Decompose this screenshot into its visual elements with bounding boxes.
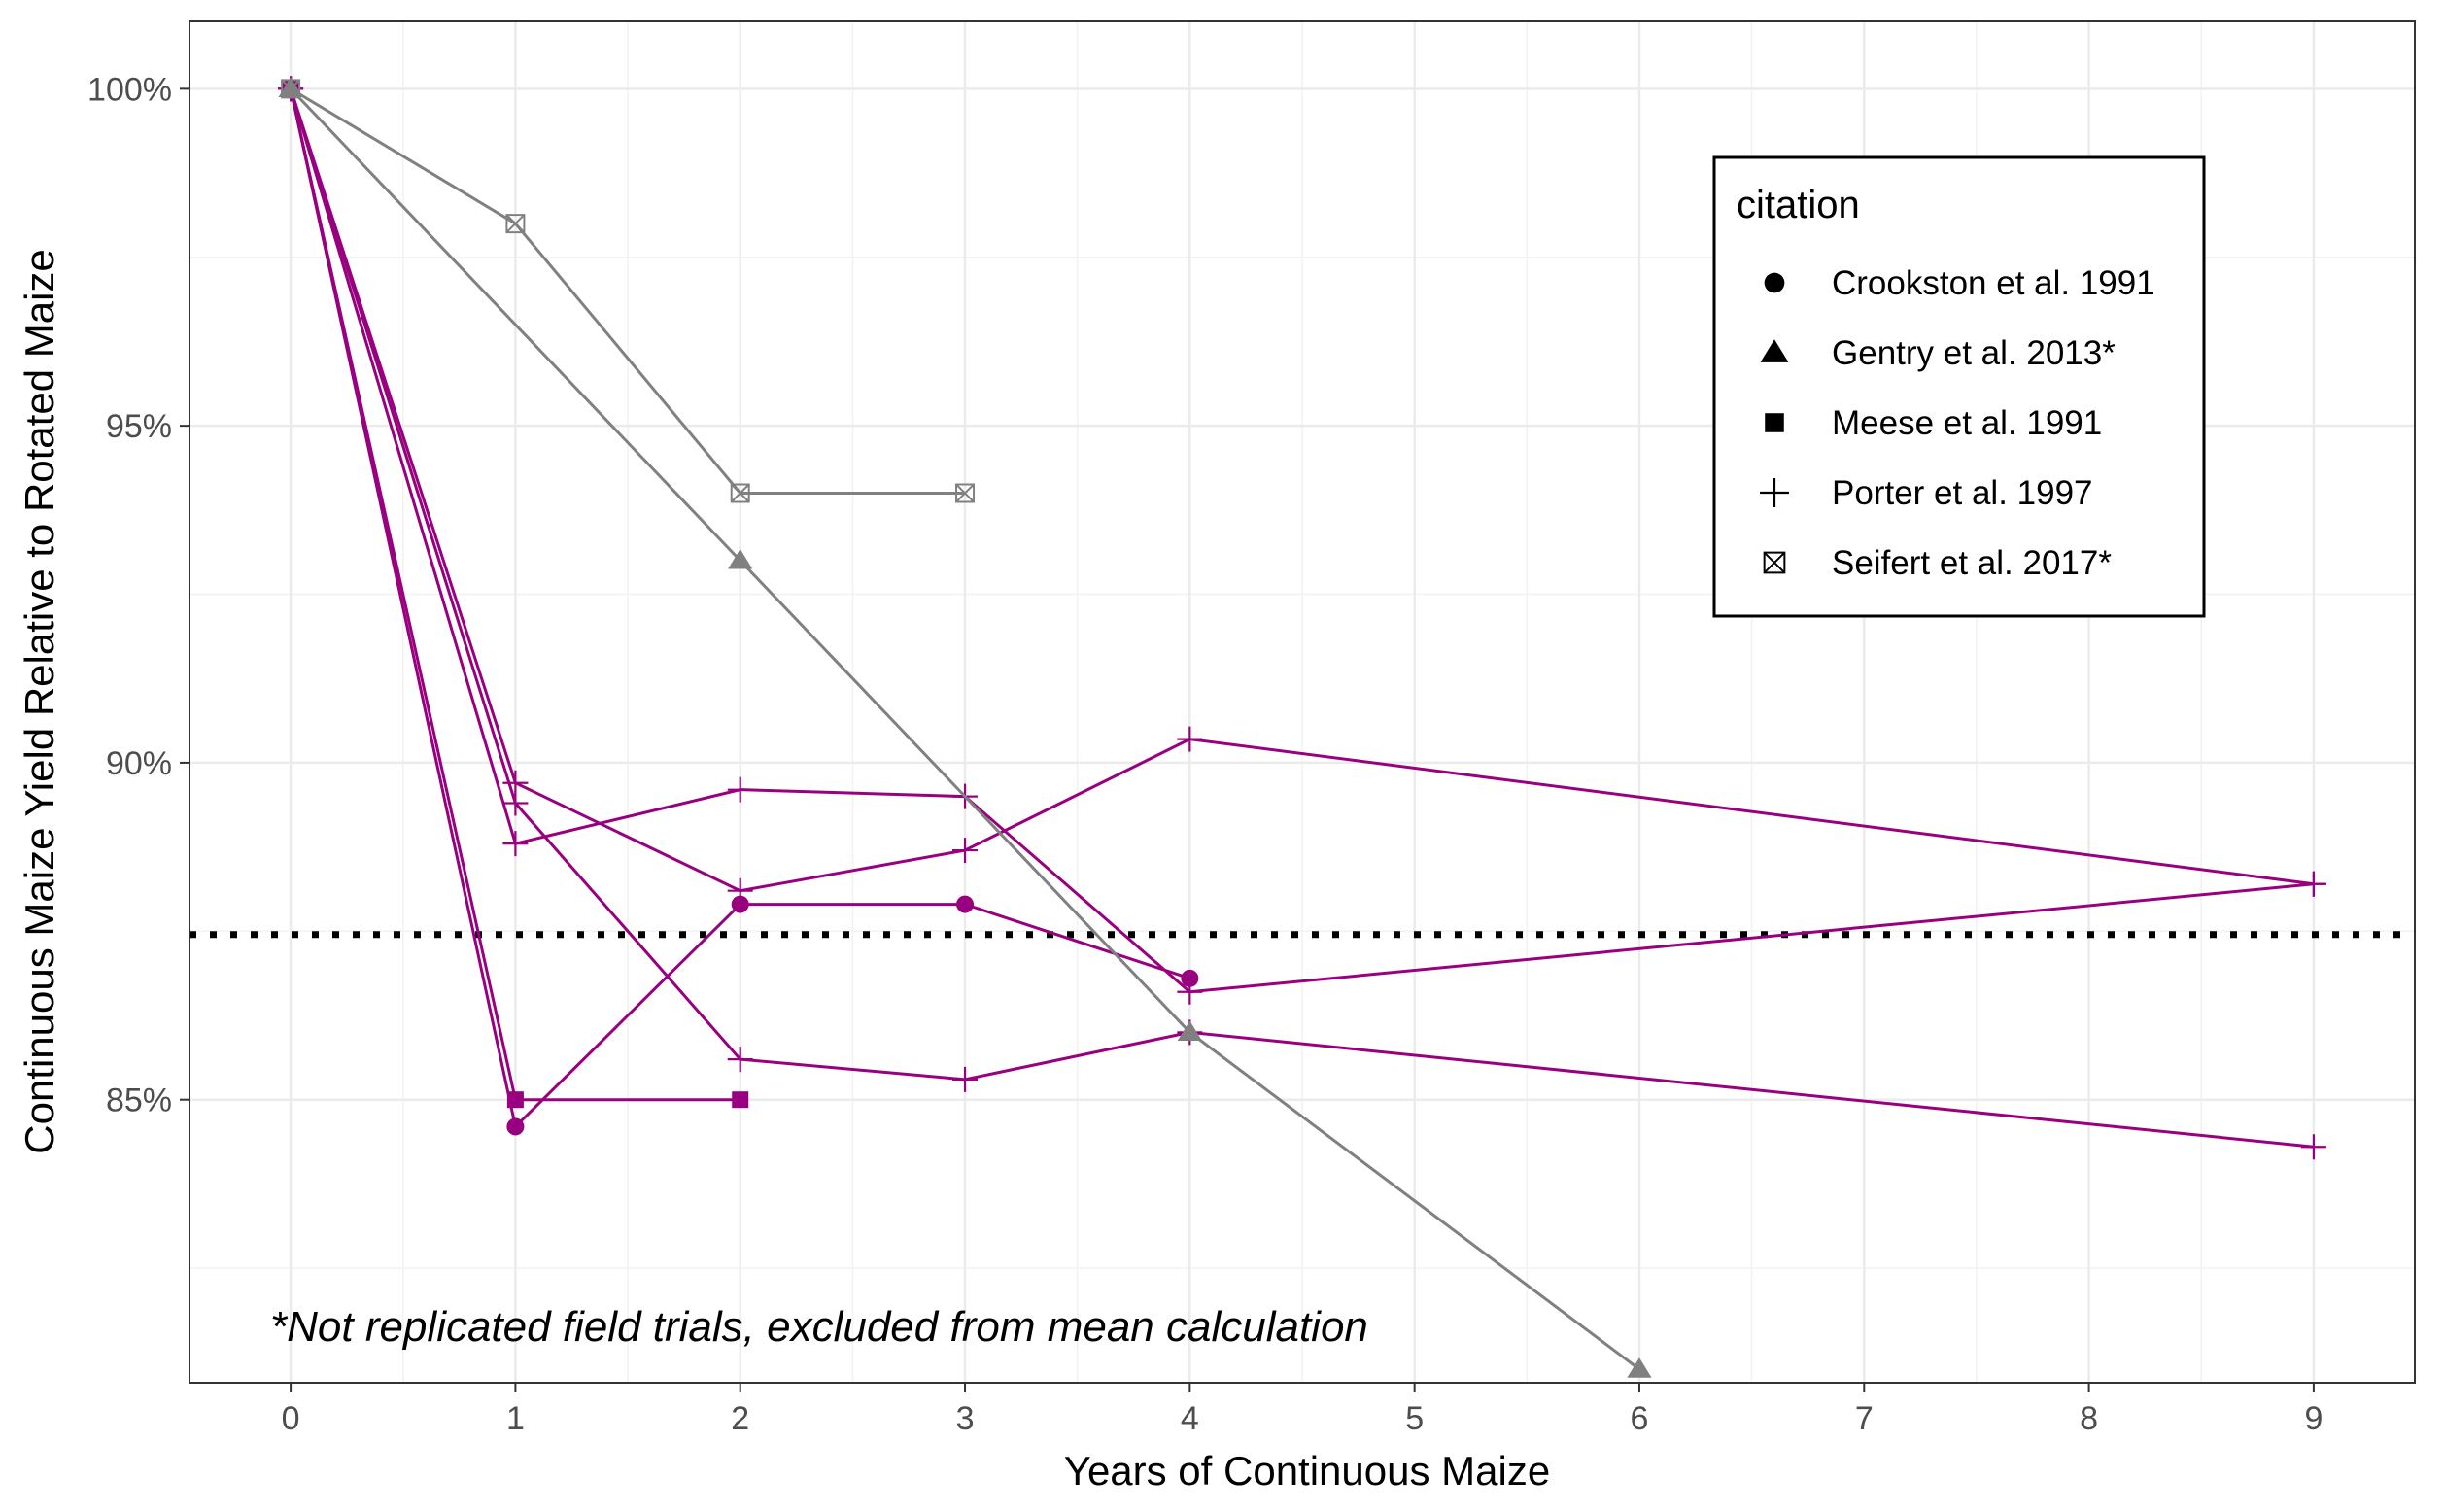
plot-panel-border (189, 20, 2416, 1384)
data-point (1177, 979, 1203, 1005)
legend-entry: Gentry et al. 2013* (1760, 334, 2116, 372)
series-line (290, 87, 1640, 1371)
x-axis-title: Years of Continuous Maize (1064, 1448, 1550, 1494)
data-point (281, 79, 301, 99)
data-point (730, 483, 750, 503)
data-point (952, 1066, 979, 1092)
data-point (2300, 1134, 2326, 1160)
data-point (1627, 1357, 1652, 1378)
series-6 (281, 79, 976, 503)
data-point (502, 831, 529, 857)
legend-label: Porter et al. 1997 (1832, 474, 2093, 512)
y-tick-label: 100% (87, 71, 172, 108)
y-tick-label: 95% (106, 408, 172, 445)
footnote-annotation: *Not replicated field trials, excluded f… (270, 1303, 1368, 1351)
series-layer (278, 76, 2326, 1378)
data-point (728, 548, 753, 569)
x-tick-label: 4 (1181, 1400, 1199, 1437)
legend-title: citation (1737, 184, 1860, 226)
legend: citation Crookston et al. 1991 Gentry et … (1712, 155, 2206, 618)
x-tick-label: 2 (731, 1400, 749, 1437)
data-point (505, 214, 526, 234)
data-point (2300, 871, 2326, 897)
x-tick-label: 6 (1631, 1400, 1649, 1437)
legend-label: Gentry et al. 2013* (1832, 334, 2116, 372)
legend-key-triangle (1760, 339, 1789, 362)
legend-entry: Porter et al. 1997 (1760, 474, 2093, 512)
data-point (727, 776, 753, 803)
series-line (289, 87, 2315, 994)
data-point (956, 895, 975, 913)
data-point (952, 838, 979, 864)
x-tick-label: 5 (1405, 1400, 1424, 1437)
data-point (727, 1047, 753, 1073)
legend-entry: Seifert et al. 2017* (1763, 544, 2112, 582)
legend-label: Crookston et al. 1991 (1832, 264, 2155, 302)
legend-box (1712, 155, 2206, 618)
x-tick-label: 7 (1855, 1400, 1874, 1437)
x-tick-label: 3 (956, 1400, 975, 1437)
legend-key-circle (1764, 272, 1785, 293)
data-point (731, 895, 749, 913)
y-tick-label: 85% (106, 1082, 172, 1119)
series-line (289, 87, 2315, 1149)
x-tick-label: 1 (506, 1400, 525, 1437)
legend-entry: Crookston et al. 1991 (1764, 264, 2155, 302)
data-point (502, 790, 529, 816)
y-tick-label: 90% (106, 745, 172, 782)
data-point (955, 483, 976, 503)
legend-label: Seifert et al. 2017* (1832, 544, 2112, 582)
data-point (1177, 1020, 1202, 1041)
data-point (506, 1117, 525, 1136)
legend-key-square (1765, 413, 1784, 432)
data-point (1177, 726, 1203, 752)
x-tick-label: 0 (282, 1400, 300, 1437)
data-point (506, 1091, 524, 1109)
legend-key-plus (1760, 478, 1789, 507)
x-tick-label: 8 (2080, 1400, 2098, 1437)
series-line (289, 87, 2315, 893)
data-point (732, 1091, 749, 1109)
data-point (727, 877, 753, 904)
series-line (290, 87, 966, 495)
legend-label: Meese et al. 1991 (1832, 404, 2102, 442)
data-point (1181, 969, 1199, 987)
legend-entry: Meese et al. 1991 (1765, 404, 2102, 442)
legend-entries: Crookston et al. 1991 Gentry et al. 2013*… (1760, 264, 2155, 582)
axis-ticks: 0 1 2 3 4 5 6 7 8 9 85% 90% 95% 100% (87, 71, 2323, 1437)
legend-key-boxx (1763, 551, 1786, 574)
y-axis-title: Continuous Maize Yield Relative to Rotat… (17, 249, 62, 1154)
x-tick-label: 9 (2304, 1400, 2323, 1437)
